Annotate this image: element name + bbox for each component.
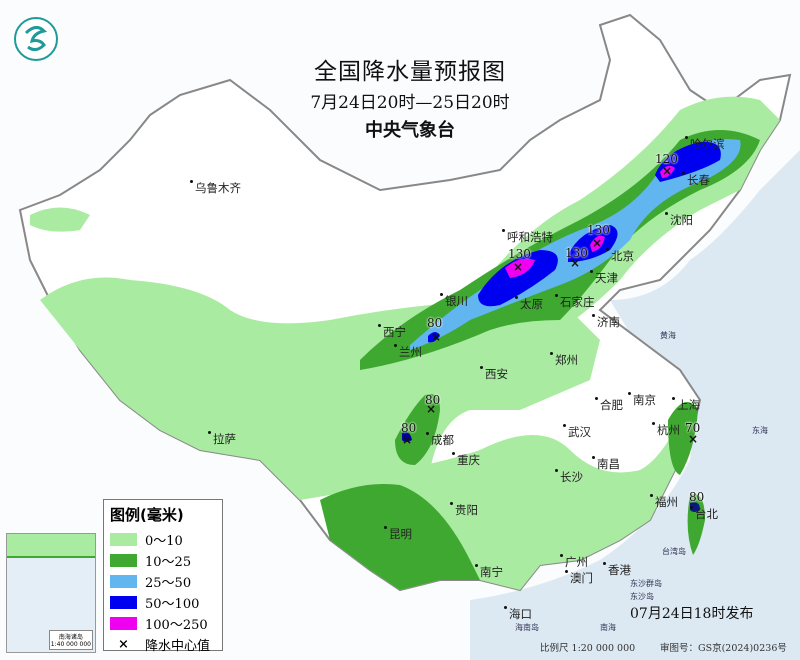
city-label: 香港 (603, 562, 631, 578)
city-label: 太原 (515, 296, 543, 312)
cma-logo (14, 17, 58, 61)
city-label: 长沙 (555, 469, 583, 485)
city-label: 合肥 (595, 397, 623, 413)
rain-50-100-west (478, 250, 558, 307)
legend-label: 50～100 (145, 597, 200, 612)
legend-label: 10～25 (145, 555, 192, 570)
legend-title: 图例(毫米) (110, 506, 184, 524)
rain-center-value: 120 (655, 152, 678, 166)
city-label: 重庆 (452, 452, 480, 468)
rain-center-marker: × (431, 330, 442, 344)
south-china-sea-inset: 南海诸岛 1:40 000 000 (6, 533, 96, 653)
issuer: 中央气象台 (365, 120, 455, 141)
city-label: 拉萨 (208, 431, 236, 447)
legend-swatch (110, 533, 137, 546)
inset-land (7, 534, 95, 558)
review-number: 审图号：GS京(2024)0236号 (660, 643, 787, 654)
sea-label: 东沙岛 (630, 592, 654, 601)
rain-50-100-lanzhou (428, 332, 440, 343)
rain-0-10-west-edge (30, 207, 90, 232)
rain-center-value: 80 (401, 421, 417, 435)
city-label: 昆明 (384, 526, 412, 542)
city-label: 成都 (426, 432, 454, 448)
city-label: 乌鲁木齐 (190, 180, 241, 196)
legend-swatch (110, 575, 137, 588)
legend-item: 50～100 (110, 592, 216, 613)
inset-caption: 南海诸岛 1:40 000 000 (48, 630, 93, 650)
legend: 图例(毫米) 0～10 10～25 25～50 50～100 100～250 ×… (103, 499, 223, 654)
city-label: 贵阳 (450, 502, 478, 518)
rain-center-value: 130 (565, 246, 588, 260)
map-scale: 比例尺 1:20 000 000 (540, 643, 636, 654)
city-label: 杭州 (652, 422, 680, 438)
city-label: 西安 (480, 366, 508, 382)
rain-10-25-zhejiang (668, 402, 698, 475)
inset-label: 南海诸岛 (58, 634, 83, 641)
rain-center-marker: × (688, 432, 699, 446)
inset-scale: 1:40 000 000 (50, 641, 91, 648)
rain-center-value: 80 (425, 393, 441, 407)
city-label: 南京 (628, 392, 656, 408)
legend-label: 降水中心值 (145, 639, 211, 654)
city-label: 福州 (650, 494, 678, 510)
sea-label: 南海 (600, 623, 616, 632)
rain-center-marker: × (662, 164, 673, 178)
rain-center-value: 80 (427, 316, 443, 330)
city-label: 郑州 (550, 352, 578, 368)
rain-center-marker: × (402, 433, 413, 447)
city-label: 天津 (590, 270, 618, 286)
rain-center-value: 80 (689, 490, 705, 504)
city-label: 兰州 (394, 344, 422, 360)
legend-item: 10～25 (110, 550, 216, 571)
rain-center-value: 130 (587, 223, 610, 237)
city-label: 银川 (440, 293, 468, 309)
legend-label: 0～10 (145, 534, 183, 549)
center-symbol-icon: × (118, 637, 129, 652)
city-label: 澳门 (565, 570, 593, 586)
rain-100-250-beijing (590, 235, 605, 252)
city-label: 武汉 (563, 424, 591, 440)
legend-swatch (110, 554, 137, 567)
legend-swatch (110, 617, 137, 630)
legend-swatch (110, 596, 137, 609)
city-label: 台北 (690, 506, 718, 522)
legend-item: 100～250 (110, 613, 216, 634)
city-label: 南宁 (475, 564, 503, 580)
legend-item: × 降水中心值 (110, 634, 216, 655)
city-label: 广州 (560, 554, 588, 570)
sea-label: 东海 (752, 426, 768, 435)
city-label: 北京 (606, 248, 634, 264)
city-label: 呼和浩特 (502, 229, 553, 245)
sea-label: 黄海 (660, 331, 676, 340)
rain-100-250-west (505, 258, 535, 278)
rain-center-marker: × (570, 256, 581, 270)
city-label: 哈尔滨 (685, 136, 725, 152)
city-label: 石家庄 (555, 294, 595, 310)
legend-label: 25～50 (145, 576, 192, 591)
rain-center-marker: × (513, 260, 524, 274)
rain-center-marker: × (592, 236, 603, 250)
legend-item: 25～50 (110, 571, 216, 592)
city-label: 西宁 (378, 324, 406, 340)
forecast-period: 7月24日20时—25日20时 (310, 93, 510, 113)
city-label: 海口 (504, 606, 532, 622)
rain-100-250-northeast (660, 165, 675, 178)
city-label: 济南 (592, 314, 620, 330)
sea-label: 台湾岛 (662, 547, 686, 556)
map-title: 全国降水量预报图 (314, 59, 506, 85)
legend-item: 0～10 (110, 529, 216, 550)
city-label: 上海 (672, 397, 700, 413)
legend-label: 100～250 (145, 618, 208, 633)
city-label: 南昌 (592, 456, 620, 472)
city-label: 长春 (682, 172, 710, 188)
issue-time: 07月24日18时发布 (630, 606, 754, 622)
sea-label: 海南岛 (515, 623, 539, 632)
rain-center-marker: × (426, 402, 437, 416)
sea-label: 东沙群岛 (630, 579, 662, 588)
sea-area (470, 150, 800, 660)
rain-50-100-sichuan (402, 432, 412, 442)
rain-center-value: 70 (685, 421, 701, 435)
city-label: 沈阳 (665, 212, 693, 228)
rain-center-value: 130 (508, 247, 531, 261)
